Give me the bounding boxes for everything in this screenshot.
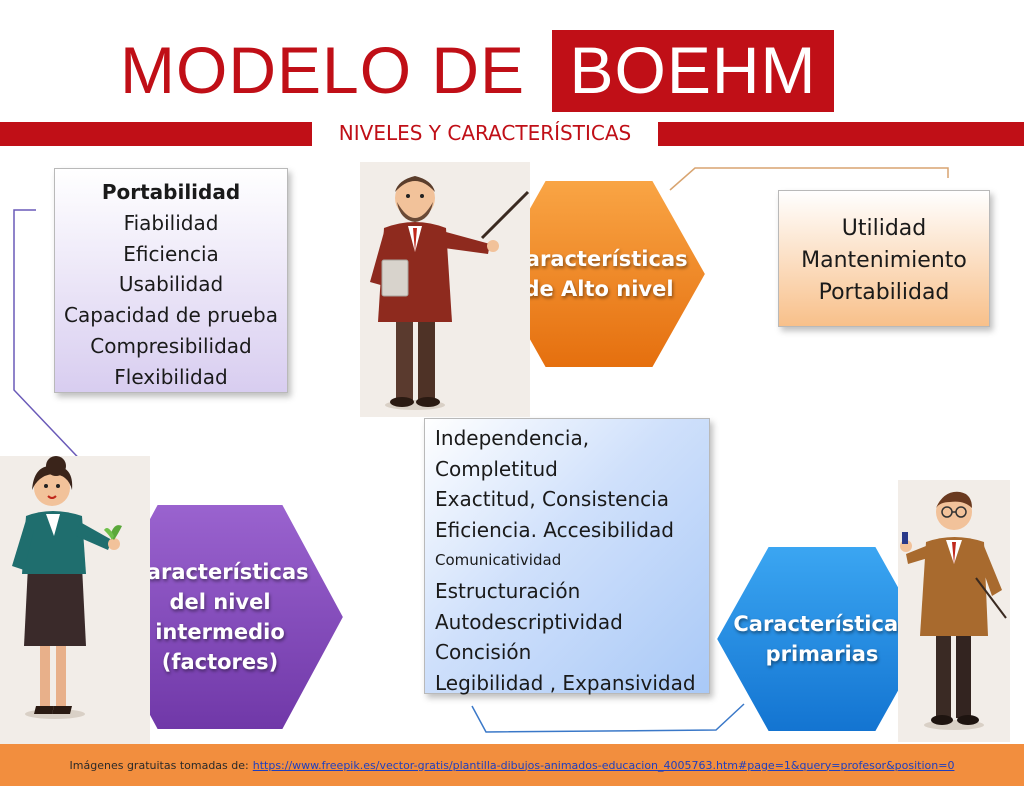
primary-list-item: Legibilidad , Expansividad <box>435 670 696 695</box>
factors-list-item: Flexibilidad <box>114 364 228 389</box>
hexagon-intermediate-label: Características del nivel intermedio (fa… <box>94 502 346 732</box>
hexagon-intermediate-line: intermedio <box>155 620 285 644</box>
hexagon-high-level-line: de Alto nivel <box>524 277 674 301</box>
hexagon-intermediate-line: del nivel <box>169 590 271 614</box>
hexagon-intermediate-line: (factores) <box>161 650 279 674</box>
primary-list-item: Concisión <box>435 640 532 665</box>
page-title: MODELO DE <box>120 33 526 107</box>
footer-credit: Imágenes gratuitas tomadas de: https://w… <box>0 744 1024 786</box>
header-bar-left <box>0 122 312 146</box>
primary-list-box: Independencia, Completitud Exactitud, Co… <box>424 418 710 695</box>
high-level-list-item: Utilidad <box>841 216 927 241</box>
hexagon-primary <box>714 545 930 733</box>
high-level-list-item: Portabilidad <box>818 280 950 305</box>
primary-list-item: Completitud <box>435 456 558 481</box>
factors-list-item: Compresibilidad <box>90 333 252 358</box>
primary-list-item: Exactitud, Consistencia <box>435 487 669 512</box>
primary-list-item: Comunicatividad <box>435 551 562 570</box>
high-level-list-item: Mantenimiento <box>801 248 967 273</box>
hexagon-primary-line: primarias <box>765 642 879 666</box>
hexagon-primary-line: Características <box>733 612 911 636</box>
page-subtitle: NIVELES Y CARACTERÍSTICAS <box>338 121 632 145</box>
teacher-woman-plant-icon <box>0 456 150 746</box>
factors-list-box: Portabilidad Fiabilidad Eficiencia Usabi… <box>54 168 288 393</box>
factors-list-item: Fiabilidad <box>123 210 219 235</box>
factors-list-heading: Portabilidad <box>101 180 241 204</box>
teacher-man-beard-icon <box>360 162 530 417</box>
hexagon-high-level-line: Características <box>510 247 688 271</box>
primary-list-item: Autodescriptividad <box>435 609 623 634</box>
hexagon-intermediate-line: Características <box>131 560 309 584</box>
footer-credit-text: Imágenes gratuitas tomadas de: <box>69 758 249 772</box>
primary-list-item: Estructuración <box>435 578 581 603</box>
primary-list-item: Eficiencia. Accesibilidad <box>435 517 674 542</box>
factors-list-item: Usabilidad <box>118 272 224 297</box>
factors-list-item: Capacidad de prueba <box>64 303 278 328</box>
header-bar-right <box>658 122 1024 146</box>
page-title-highlight: BOEHM <box>552 30 834 112</box>
hexagon-high-level-label: Características de Alto nivel <box>490 178 708 370</box>
high-level-list-box: Utilidad Mantenimiento Portabilidad <box>778 190 990 327</box>
footer-credit-link[interactable]: https://www.freepik.es/vector-gratis/pla… <box>252 758 955 772</box>
hexagon-primary-label: Características primarias <box>714 544 930 734</box>
teacher-man-glasses-icon <box>898 480 1010 742</box>
factors-list-item: Eficiencia <box>123 241 219 266</box>
primary-list-item: Independencia, <box>435 426 590 450</box>
